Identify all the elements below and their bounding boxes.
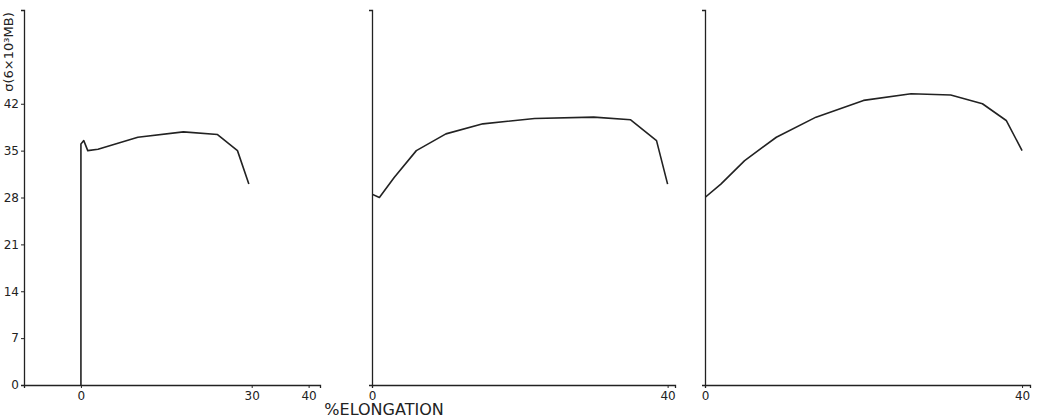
y-tick-mark <box>21 104 24 105</box>
y-tick-label: 42 <box>4 97 19 111</box>
y-tick-label: 7 <box>11 331 19 345</box>
y-tick-mark <box>21 291 24 292</box>
x-tick-label: 40 <box>660 389 675 403</box>
x-tick: 30 <box>245 385 260 403</box>
y-tick: 7 <box>11 331 24 345</box>
y-tick-mark <box>21 385 24 386</box>
y-tick-label: 28 <box>4 191 19 205</box>
y-tick-mark <box>21 338 24 339</box>
panel: 0 30 40 0 7 14 21 28 35 42 σ(6×10³MB) <box>1 11 321 403</box>
x-tick-label: 30 <box>245 389 260 403</box>
y-axis-line <box>369 11 373 386</box>
chart-canvas: 0 30 40 0 7 14 21 28 35 42 σ(6×10³MB) 0 40 %ELONGATIO… <box>0 0 1056 419</box>
y-tick-mark <box>21 198 24 199</box>
y-axis-title: σ(6×10³MB) <box>1 12 16 91</box>
x-axis-title: %ELONGATION <box>324 400 443 419</box>
y-tick-label: 21 <box>4 238 19 252</box>
y-tick: 14 <box>4 285 24 299</box>
x-tick: 40 <box>660 385 675 403</box>
x-tick-label: 0 <box>78 389 86 403</box>
x-tick: 40 <box>301 385 316 403</box>
y-tick-label: 0 <box>11 378 19 392</box>
x-tick-label: 0 <box>702 389 710 403</box>
y-tick-label: 35 <box>4 144 19 158</box>
y-tick: 35 <box>4 144 24 158</box>
y-tick-mark <box>21 151 24 152</box>
y-tick: 42 <box>4 97 24 111</box>
x-tick-label: 40 <box>301 389 316 403</box>
x-axis: 0 30 40 <box>25 385 321 403</box>
plot-area <box>81 132 249 385</box>
y-tick-label: 14 <box>4 285 19 299</box>
x-tick-label: 40 <box>1015 389 1030 403</box>
y-axis <box>702 11 706 386</box>
y-tick: 21 <box>4 238 24 252</box>
panel: 040%ELONGATION <box>324 11 675 419</box>
y-tick: 0 <box>11 378 24 392</box>
stress-curve <box>705 94 1022 385</box>
stress-curve <box>372 117 668 385</box>
x-axis: 0 40 <box>702 385 1031 403</box>
y-tick: 28 <box>4 191 24 205</box>
x-tick: 40 <box>1015 385 1030 403</box>
stress-curve <box>81 132 249 385</box>
y-tick-mark <box>21 244 24 245</box>
plot-area <box>705 94 1022 385</box>
y-axis-line <box>702 11 706 386</box>
x-axis-line <box>25 386 321 389</box>
x-tick: 0 <box>78 385 86 403</box>
plot-area <box>372 117 668 385</box>
y-axis <box>369 11 373 386</box>
x-axis-line <box>373 386 676 389</box>
y-axis-line <box>21 11 25 386</box>
x-axis-line <box>706 386 1031 389</box>
panel: 0 40 <box>702 11 1031 403</box>
x-tick: 0 <box>702 385 710 403</box>
